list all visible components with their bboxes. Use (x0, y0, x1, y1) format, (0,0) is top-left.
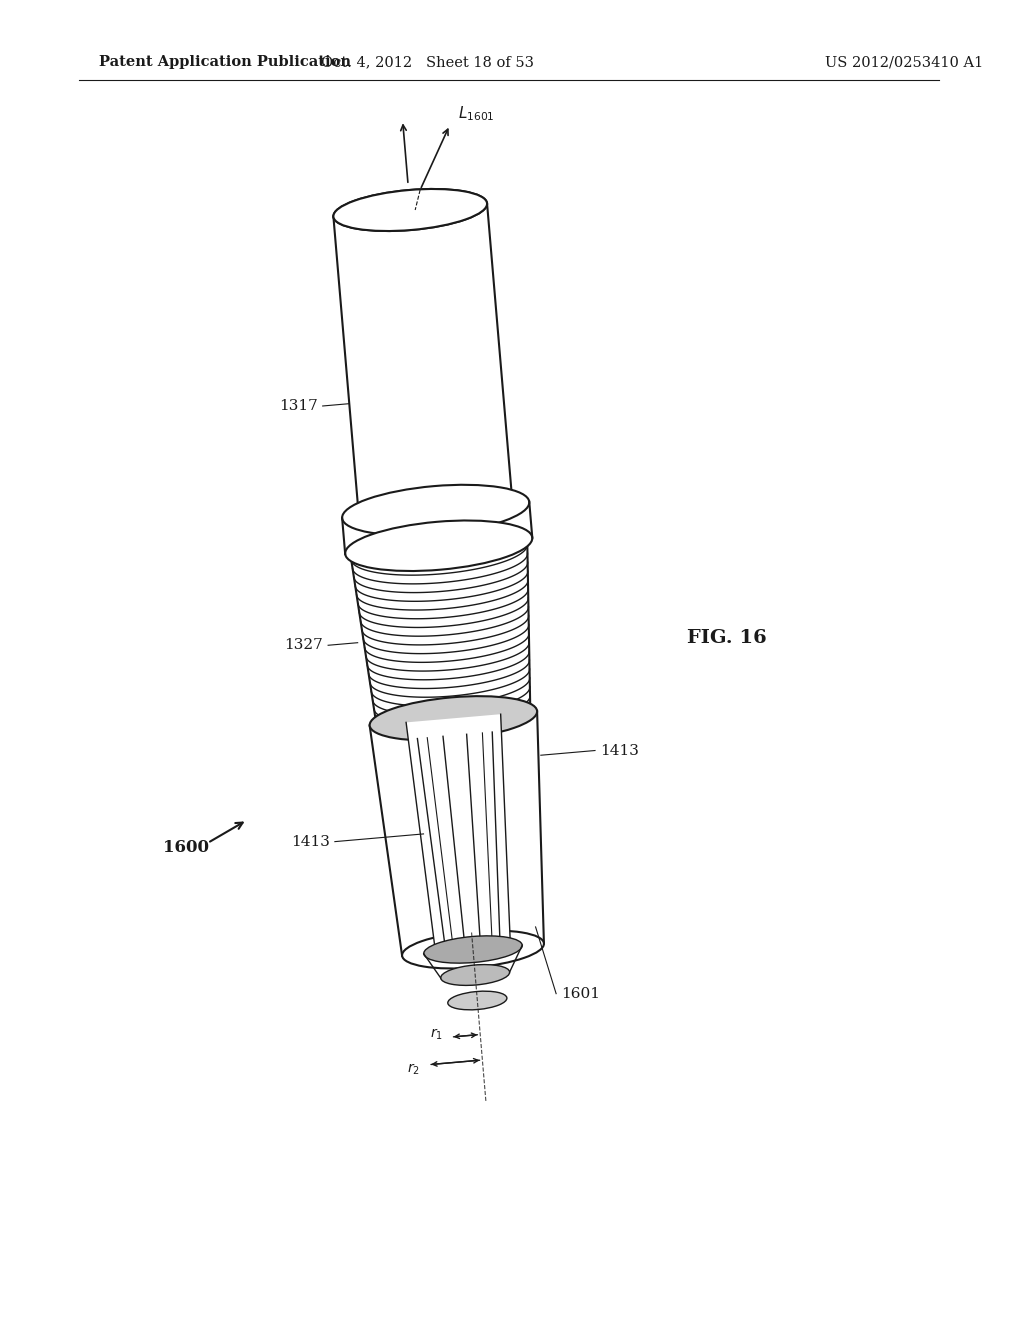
Text: FIG. 16: FIG. 16 (687, 630, 767, 647)
Ellipse shape (402, 931, 544, 969)
Text: 1600: 1600 (163, 840, 209, 857)
Polygon shape (407, 714, 510, 953)
Text: $L_{1601}$: $L_{1601}$ (458, 104, 495, 123)
Text: 1601: 1601 (561, 986, 600, 1001)
Ellipse shape (359, 491, 513, 533)
Ellipse shape (447, 991, 507, 1010)
Polygon shape (350, 536, 530, 727)
Text: Oct. 4, 2012   Sheet 18 of 53: Oct. 4, 2012 Sheet 18 of 53 (321, 55, 534, 69)
Ellipse shape (424, 936, 522, 964)
Ellipse shape (370, 696, 538, 741)
Ellipse shape (342, 484, 529, 536)
Text: Patent Application Publication: Patent Application Publication (99, 55, 351, 69)
Text: 1327: 1327 (285, 639, 324, 652)
Polygon shape (370, 537, 522, 726)
Text: US 2012/0253410 A1: US 2012/0253410 A1 (825, 55, 984, 69)
Polygon shape (370, 711, 544, 956)
Text: $r_1$: $r_1$ (430, 1027, 442, 1041)
Polygon shape (334, 203, 513, 519)
Ellipse shape (334, 189, 487, 231)
Text: 1317: 1317 (279, 399, 317, 413)
Ellipse shape (440, 965, 510, 986)
Text: 1413: 1413 (600, 743, 639, 758)
Polygon shape (342, 502, 532, 554)
Text: 1413: 1413 (291, 834, 330, 849)
Ellipse shape (334, 189, 487, 231)
Text: $r_2$: $r_2$ (408, 1063, 420, 1077)
Ellipse shape (345, 520, 532, 572)
